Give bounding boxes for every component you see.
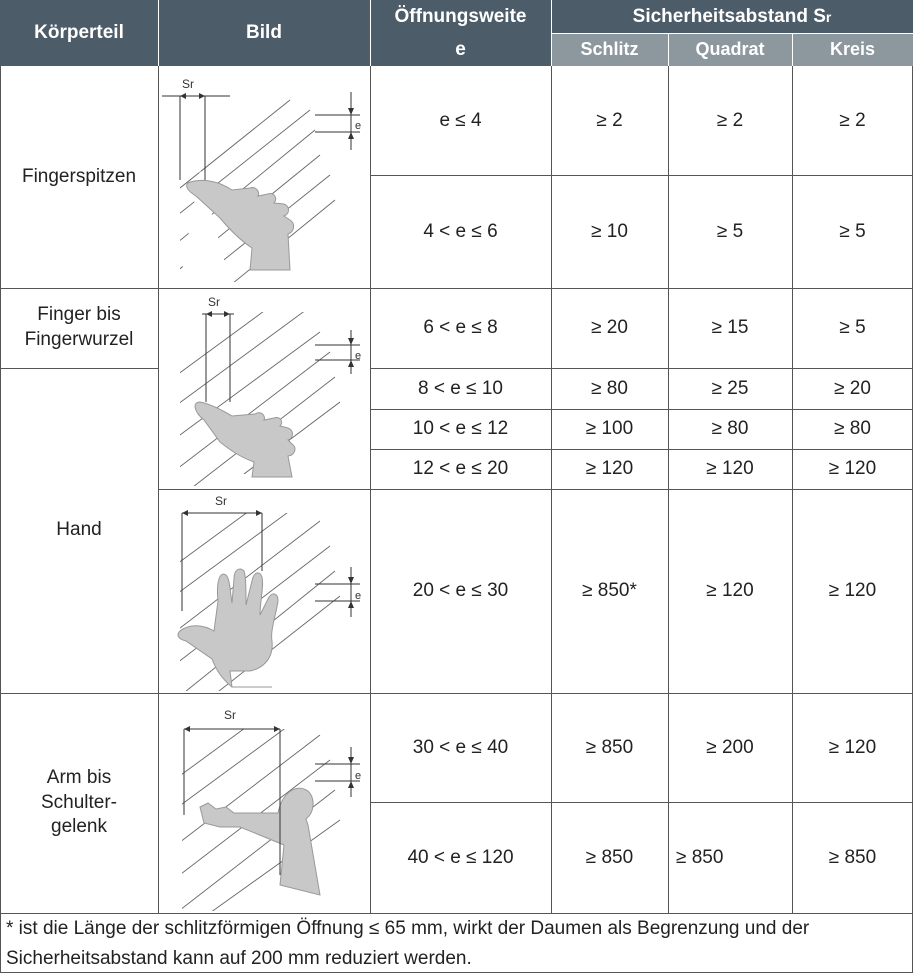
opening-cell: 40 < e ≤ 120 (407, 846, 514, 868)
bodypart-hand: Hand (56, 519, 102, 541)
kreis-cell: ≥ 120 (828, 580, 877, 601)
footnote: * ist die Länge der schlitzförmigen Öffn… (6, 918, 810, 969)
schlitz-cell: ≥ 20 (591, 317, 628, 338)
bodypart-arm-bis-schultergelenk: Arm bis Schulter-gelenk (40, 766, 118, 838)
quadrat-cell: ≥ 25 (711, 377, 749, 399)
sr-label: Sr (224, 708, 236, 722)
quadrat-cell: ≥ 80 (711, 418, 749, 439)
sr-label: Sr (208, 295, 220, 309)
quadrat-cell: ≥ 5 (716, 220, 744, 242)
opening-cell: 6 < e ≤ 8 (423, 317, 498, 338)
quadrat-cell: ≥ 120 (706, 580, 754, 601)
fingertip-diagram: Sr e (160, 70, 368, 284)
header-e: e (370, 33, 551, 66)
opening-cell: e ≤ 4 (439, 109, 482, 131)
kreis-cell: ≥ 120 (828, 458, 877, 479)
kreis-cell: ≥ 120 (828, 736, 877, 758)
bodypart-finger-bis-fingerwurzel: Finger bis Fingerwurzel (24, 304, 134, 350)
header-bild: Bild (158, 0, 370, 66)
schlitz-cell: ≥ 80 (591, 377, 628, 399)
opening-cell: 8 < e ≤ 10 (418, 377, 503, 399)
kreis-cell: ≥ 2 (839, 109, 866, 131)
schlitz-cell: ≥ 2 (596, 109, 623, 131)
schlitz-cell: ≥ 850* (582, 580, 637, 601)
arm-diagram: Sr e (160, 695, 368, 911)
kreis-cell: ≥ 850 (828, 846, 877, 868)
kreis-cell: ≥ 5 (839, 220, 866, 242)
bodypart-fingerspitzen: Fingerspitzen (21, 165, 137, 187)
header-schlitz: Schlitz (551, 33, 668, 66)
kreis-cell: ≥ 80 (834, 418, 871, 439)
opening-cell: 20 < e ≤ 30 (412, 580, 509, 601)
e-label: e (355, 590, 361, 602)
kreis-cell: ≥ 20 (834, 377, 871, 399)
schlitz-cell: ≥ 10 (591, 220, 628, 242)
e-label: e (355, 350, 361, 362)
kreis-cell: ≥ 5 (839, 317, 866, 338)
e-label: e (355, 120, 361, 132)
sr-label: Sr (182, 77, 194, 91)
opening-cell: 30 < e ≤ 40 (412, 736, 509, 758)
quadrat-cell: ≥ 15 (711, 317, 749, 338)
header-kreis: Kreis (792, 33, 913, 66)
schlitz-cell: ≥ 850 (585, 846, 634, 868)
quadrat-cell: ≥ 2 (716, 109, 744, 131)
quadrat-cell: ≥ 200 (706, 736, 754, 758)
schlitz-cell: ≥ 120 (585, 458, 634, 479)
quadrat-cell: ≥ 850 (676, 846, 724, 868)
hand-diagram: Sr e (160, 491, 368, 691)
header-koerperteil: Körperteil (0, 0, 158, 66)
e-label: e (355, 770, 361, 782)
header-sicherheitsabstand-subscript: r (825, 8, 832, 25)
opening-cell: 4 < e ≤ 6 (423, 220, 498, 242)
quadrat-cell: ≥ 120 (706, 458, 754, 479)
header-sicherheitsabstand-text: Sicherheitsabstand S (632, 5, 826, 27)
schlitz-cell: ≥ 100 (585, 418, 634, 439)
finger-diagram: Sr e (160, 292, 368, 486)
opening-cell: 10 < e ≤ 12 (412, 418, 509, 439)
schlitz-cell: ≥ 850 (585, 736, 634, 758)
sr-label: Sr (215, 494, 227, 508)
opening-cell: 12 < e ≤ 20 (412, 458, 509, 479)
header-oeffnungsweite: Öffnungsweite (370, 0, 551, 33)
header-quadrat: Quadrat (668, 33, 792, 66)
